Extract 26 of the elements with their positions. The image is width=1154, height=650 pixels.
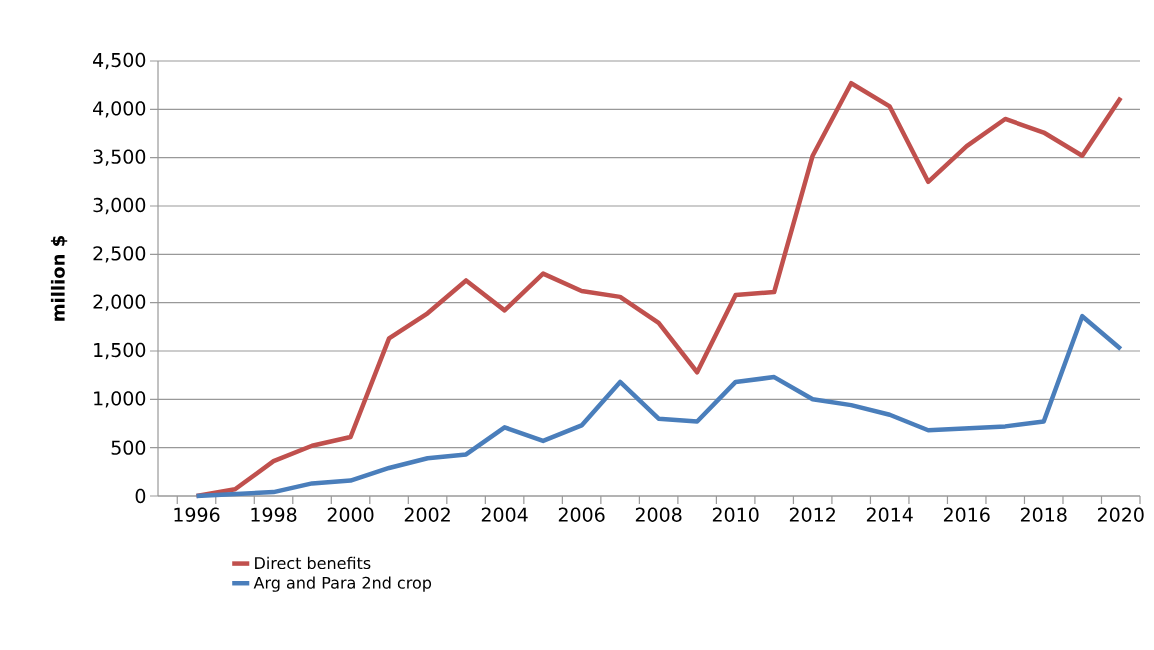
x-tick-label: 2016 (943, 507, 990, 522)
x-tick-label: 2002 (404, 507, 450, 522)
y-tick-label: 4,500 (93, 52, 146, 70)
legend-label: Arg and Para 2nd crop (253, 576, 432, 592)
legend-label: Direct benefits (255, 556, 371, 570)
y-axis-title: million $ (50, 235, 68, 321)
x-tick-label: 2018 (1020, 507, 1067, 522)
x-tick-label: 1996 (174, 507, 220, 522)
x-tick-label: 2010 (712, 507, 759, 522)
y-tick-label: 3,500 (93, 149, 146, 166)
x-tick-label: 2004 (481, 507, 528, 522)
y-tick-label: 4,000 (93, 101, 146, 118)
x-tick-label: 1998 (251, 507, 297, 522)
x-tick-label: 2006 (558, 507, 605, 522)
y-tick-label: 500 (111, 440, 146, 455)
y-tick-label: 2,000 (93, 294, 146, 311)
y-tick-label: 0 (135, 488, 146, 504)
y-tick-label: 1,500 (94, 342, 146, 360)
x-tick-label: 2012 (789, 507, 835, 522)
x-tick-label: 2014 (866, 507, 913, 522)
y-tick-label: 1,000 (94, 391, 146, 408)
x-tick-label: 2000 (327, 507, 374, 522)
y-tick-label: 3,000 (93, 197, 146, 215)
y-tick-label: 2,500 (93, 246, 146, 263)
x-tick-label: 2008 (635, 507, 682, 522)
x-tick-label: 2020 (1097, 507, 1144, 522)
